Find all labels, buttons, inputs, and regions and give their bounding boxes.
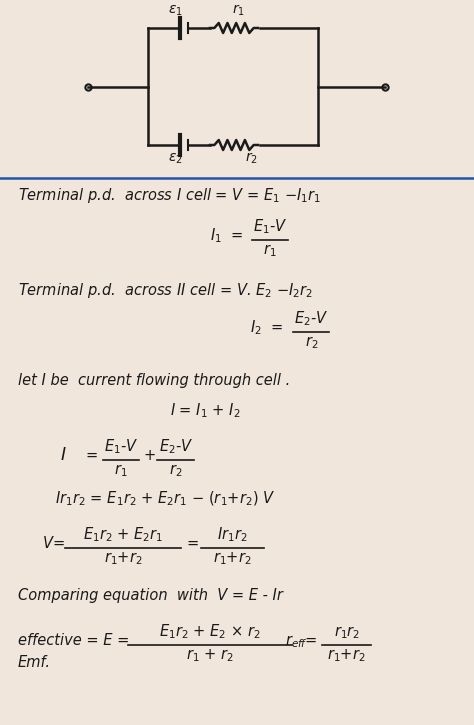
Text: Terminal p.d.  across I cell = V = $E_1$ $-I_1 r_1$: Terminal p.d. across I cell = V = $E_1$ … bbox=[18, 186, 321, 205]
Text: $r_1$+$r_2$: $r_1$+$r_2$ bbox=[104, 550, 143, 567]
Text: $E_1 r_2$ + $E_2 r_1$: $E_1 r_2$ + $E_2 r_1$ bbox=[83, 525, 164, 544]
Text: $r_2$: $r_2$ bbox=[305, 334, 318, 351]
Text: Emf.: Emf. bbox=[18, 655, 51, 670]
Text: $r_1$+$r_2$: $r_1$+$r_2$ bbox=[328, 647, 366, 663]
Text: $r_1$+$r_2$: $r_1$+$r_2$ bbox=[213, 550, 252, 567]
Text: $r_1 r_2$: $r_1 r_2$ bbox=[334, 624, 360, 641]
Text: $r_{eff}$=: $r_{eff}$= bbox=[285, 633, 318, 650]
Text: $r_1$: $r_1$ bbox=[115, 462, 128, 478]
Text: +: + bbox=[144, 448, 156, 463]
Text: $I$ = $I_1$ + $I_2$: $I$ = $I_1$ + $I_2$ bbox=[170, 401, 240, 420]
Text: $r_1$: $r_1$ bbox=[264, 242, 277, 259]
Text: =: = bbox=[85, 448, 97, 463]
Text: $I$: $I$ bbox=[60, 446, 67, 464]
Text: $E_1$-V: $E_1$-V bbox=[104, 437, 138, 456]
Text: $r_2$: $r_2$ bbox=[169, 462, 182, 478]
Text: effective = E =: effective = E = bbox=[18, 633, 129, 648]
Text: $\varepsilon_1$: $\varepsilon_1$ bbox=[168, 4, 183, 18]
Text: $\varepsilon_2$: $\varepsilon_2$ bbox=[168, 152, 182, 167]
Text: Terminal p.d.  across II cell = V. $E_2$ $- I_2 r_2$: Terminal p.d. across II cell = V. $E_2$ … bbox=[18, 281, 313, 300]
Text: =: = bbox=[186, 536, 199, 551]
Text: $V$=: $V$= bbox=[42, 535, 65, 551]
Text: $r_2$: $r_2$ bbox=[245, 151, 258, 167]
Text: $I_2$  =: $I_2$ = bbox=[250, 318, 283, 336]
Text: $E_2$-V: $E_2$-V bbox=[159, 437, 193, 456]
Text: $I r_1 r_2$ = $E_1 r_2$ + $E_2 r_1$ $-$ $(r_1$+$r_2)$ V: $I r_1 r_2$ = $E_1 r_2$ + $E_2 r_1$ $-$ … bbox=[55, 489, 275, 508]
Text: $I r_1 r_2$: $I r_1 r_2$ bbox=[218, 525, 248, 544]
Text: $r_1$ + $r_2$: $r_1$ + $r_2$ bbox=[186, 647, 234, 663]
Text: $E_1 r_2$ + $E_2$ $\times$ $r_2$: $E_1 r_2$ + $E_2$ $\times$ $r_2$ bbox=[159, 622, 261, 641]
Text: $I_1$  =: $I_1$ = bbox=[210, 226, 243, 245]
Text: $r_1$: $r_1$ bbox=[232, 3, 245, 18]
Text: $E_1$-V: $E_1$-V bbox=[253, 217, 287, 236]
Text: let I be  current flowing through cell .: let I be current flowing through cell . bbox=[18, 373, 290, 388]
Text: Comparing equation  with  V = E - Ir: Comparing equation with V = E - Ir bbox=[18, 588, 283, 603]
Text: $E_2$-V: $E_2$-V bbox=[294, 309, 328, 328]
